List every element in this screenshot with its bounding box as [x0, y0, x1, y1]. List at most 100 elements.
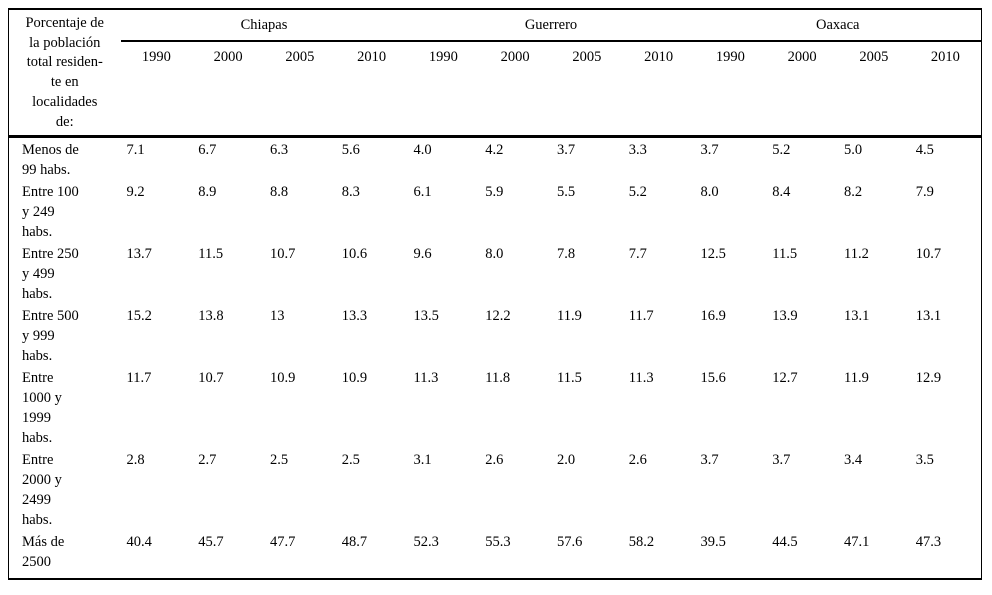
year-header-guerrero-2000: 2000: [500, 49, 530, 65]
cell-value: 12.7: [772, 369, 798, 386]
year-header-guerrero-2010: 2010: [644, 49, 674, 65]
cell-value: 9.2: [126, 183, 145, 200]
cell-value: 12.9: [915, 369, 942, 386]
cell-value: 8.2: [844, 183, 863, 200]
cell-value: 2.7: [198, 451, 217, 468]
row-label: Entre 100 y 249 habs.: [22, 183, 79, 240]
cell-value: 10.7: [270, 245, 296, 262]
cell-value: 4.0: [413, 141, 432, 158]
cell-value: 11.5: [198, 245, 224, 262]
cell-value: 40.4: [126, 533, 152, 550]
cell-value: 3.7: [700, 451, 719, 468]
cell-value: 47.7: [270, 533, 296, 550]
row-label: Entre 2000 y 2499 habs.: [22, 451, 62, 528]
cell-value: 11.8: [485, 369, 511, 386]
cell-value: 3.7: [772, 451, 791, 468]
table-row: Menos de 99 habs. 7.1 6.7 6.3 5.6 4.0 4.2 3.7 3.…: [9, 136, 982, 180]
year-header-oaxaca-2000: 2000: [787, 49, 817, 65]
state-header-row: Porcentaje de la población total residen…: [9, 9, 982, 130]
cell-value: 13.5: [413, 307, 439, 324]
year-header-guerrero-1990: 1990: [428, 49, 458, 65]
cell-value: 5.2: [628, 183, 647, 200]
cell-value: 10.9: [341, 369, 368, 386]
cell-value: 3.7: [557, 141, 576, 158]
table-row: Entre 1000 y 1999 habs. 11.7 10.7 10.9 10.9 1…: [9, 366, 982, 448]
cell-value: 3.7: [700, 141, 719, 158]
cell-value: 2.6: [485, 451, 504, 468]
cell-value: 8.9: [198, 183, 217, 200]
year-header-chiapas-2010: 2010: [357, 49, 387, 65]
cell-value: 11.3: [628, 369, 654, 386]
cell-value: 47.3: [915, 533, 942, 550]
cell-value: 8.8: [270, 183, 289, 200]
cell-value: 52.3: [413, 533, 439, 550]
row-label: Menos de 99 habs.: [22, 141, 79, 178]
cell-value: 10.7: [915, 245, 942, 262]
cell-value: 11.9: [557, 307, 582, 324]
cell-value: 5.9: [485, 183, 504, 200]
cell-value: 13: [270, 307, 285, 324]
cell-value: 15.2: [126, 307, 152, 324]
cell-value: 7.8: [557, 245, 576, 262]
table-row: Más de 2500 40.4 45.7 47.7 48.7 52.3 55.3 57.6 5…: [9, 530, 982, 579]
cell-value: 13.3: [341, 307, 368, 324]
table-row: Entre 500 y 999 habs. 15.2 13.8 13 13.3 13.5 1…: [9, 304, 982, 366]
row-label: Entre 500 y 999 habs.: [22, 307, 79, 364]
population-percentage-table: Porcentaje de la población total residen…: [8, 8, 982, 580]
cell-value: 8.0: [485, 245, 504, 262]
cell-value: 10.6: [341, 245, 368, 262]
cell-value: 13.7: [126, 245, 152, 262]
cell-value: 3.5: [915, 451, 934, 468]
cell-value: 6.3: [270, 141, 289, 158]
cell-value: 44.5: [772, 533, 798, 550]
table-row: Entre 100 y 249 habs. 9.2 8.9 8.8 8.3 6.1 5.9 5…: [9, 180, 982, 242]
year-header-oaxaca-2005: 2005: [859, 49, 889, 65]
cell-value: 2.0: [557, 451, 576, 468]
cell-value: 13.1: [844, 307, 870, 324]
cell-value: 5.5: [557, 183, 576, 200]
cell-value: 3.4: [844, 451, 863, 468]
cell-value: 7.1: [126, 141, 145, 158]
cell-value: 16.9: [700, 307, 726, 324]
cell-value: 11.3: [413, 369, 439, 386]
state-header-chiapas: Chiapas: [120, 9, 408, 42]
cell-value: 39.5: [700, 533, 726, 550]
cell-value: 11.7: [628, 307, 654, 324]
cell-value: 2.5: [341, 451, 360, 468]
cell-value: 55.3: [485, 533, 511, 550]
cell-value: 3.1: [413, 451, 432, 468]
cell-value: 4.2: [485, 141, 504, 158]
cell-value: 7.9: [915, 183, 934, 200]
cell-value: 11.2: [844, 245, 869, 262]
cell-value: 4.5: [915, 141, 934, 158]
cell-value: 8.3: [341, 183, 360, 200]
state-header-oaxaca: Oaxaca: [694, 9, 982, 42]
year-header-guerrero-2005: 2005: [572, 49, 602, 65]
cell-value: 8.0: [700, 183, 719, 200]
cell-value: 13.9: [772, 307, 798, 324]
table-header: Porcentaje de la población total residen…: [8, 9, 982, 136]
cell-value: 47.1: [844, 533, 870, 550]
row-label: Entre 1000 y 1999 habs.: [22, 369, 62, 446]
row-label: Entre 250 y 499 habs.: [22, 245, 79, 302]
state-header-guerrero: Guerrero: [407, 9, 695, 42]
cell-value: 3.3: [628, 141, 647, 158]
cell-value: 45.7: [198, 533, 224, 550]
cell-value: 5.6: [341, 141, 360, 158]
cell-value: 8.4: [772, 183, 791, 200]
cell-value: 9.6: [413, 245, 432, 262]
year-header-chiapas-2000: 2000: [213, 49, 243, 65]
table-body: Menos de 99 habs. 7.1 6.7 6.3 5.6 4.0 4.2 3.7 3.…: [9, 136, 982, 579]
year-header-chiapas-2005: 2005: [285, 49, 315, 65]
cell-value: 2.5: [270, 451, 289, 468]
cell-value: 6.1: [413, 183, 432, 200]
cell-value: 10.9: [270, 369, 296, 386]
stub-header: Porcentaje de la población total residen…: [25, 15, 104, 130]
cell-value: 11.5: [772, 245, 798, 262]
cell-value: 11.7: [126, 369, 152, 386]
cell-value: 57.6: [557, 533, 583, 550]
cell-value: 12.5: [700, 245, 726, 262]
year-header-oaxaca-2010: 2010: [930, 49, 960, 65]
cell-value: 11.5: [557, 369, 582, 386]
row-label: Más de 2500: [22, 533, 65, 570]
